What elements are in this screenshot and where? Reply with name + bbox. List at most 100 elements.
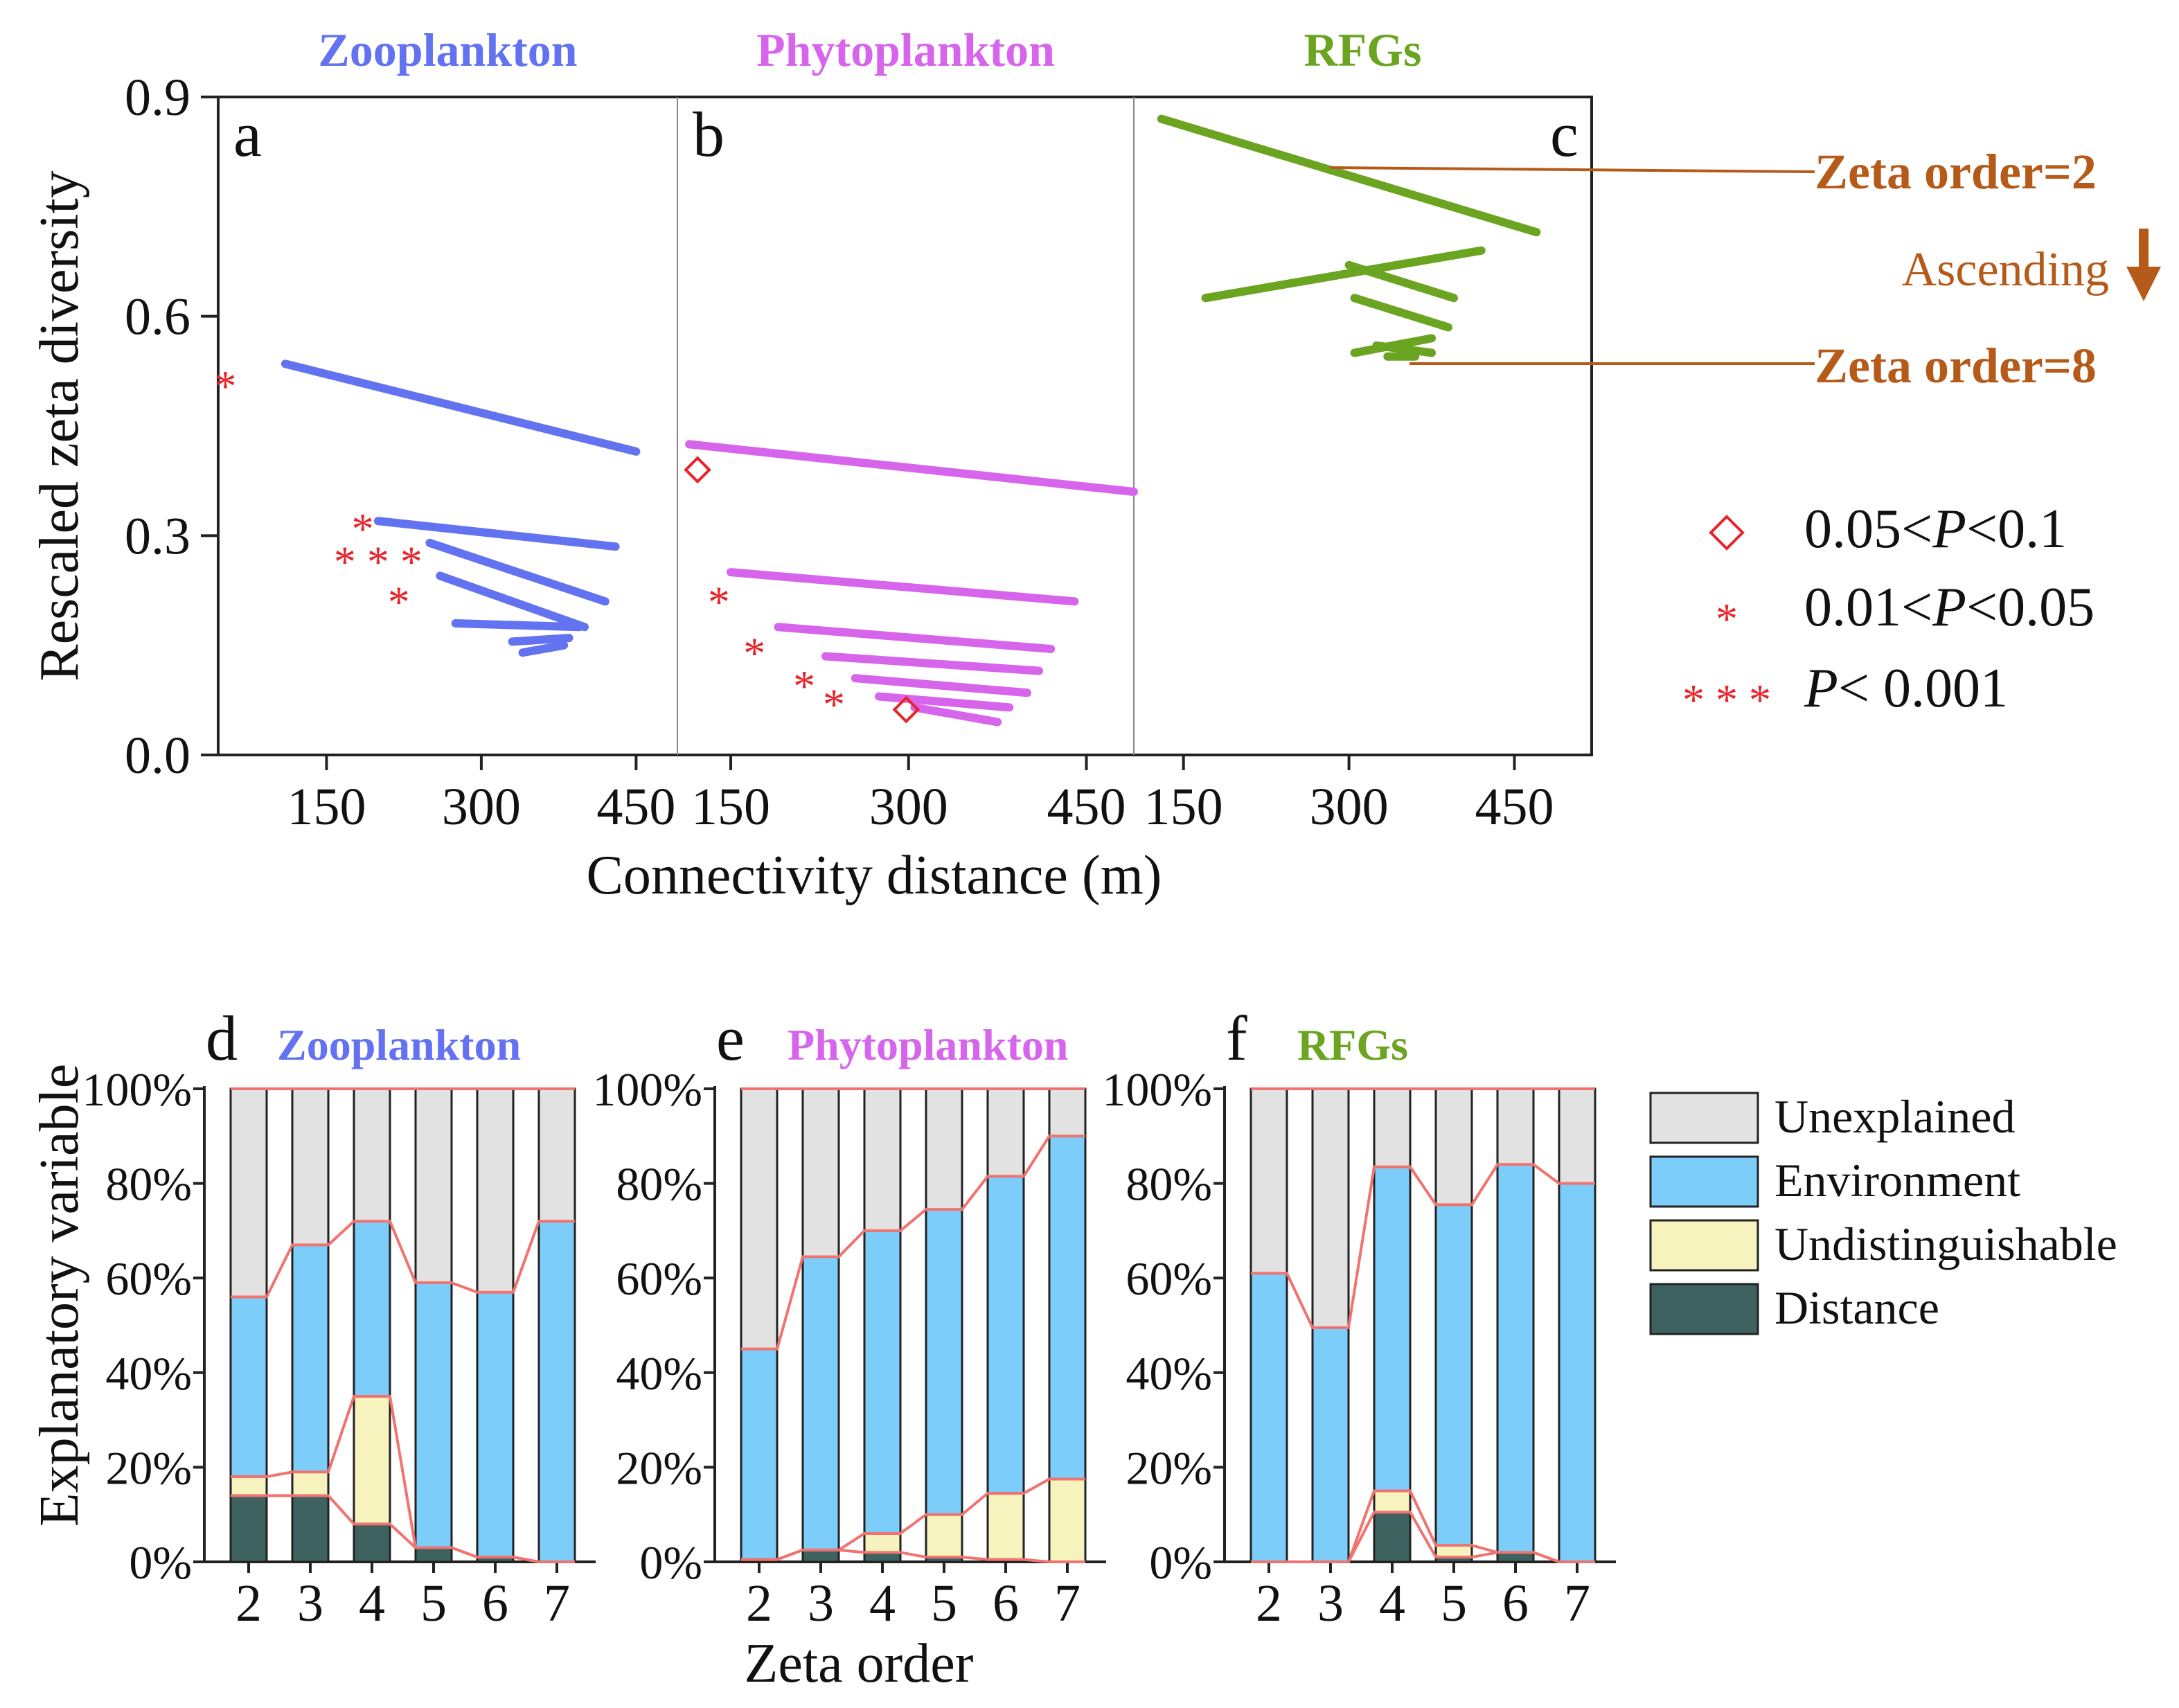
boundary-line-distance — [741, 1548, 1085, 1563]
bar-segment-unexplained — [801, 1087, 840, 1258]
bar-segment-undistinguishable — [925, 1513, 963, 1558]
series-line — [851, 674, 1031, 697]
y-tick-label: 0.3 — [125, 507, 190, 565]
boundary-line-undistinguishable — [741, 1477, 1085, 1561]
series-line — [281, 359, 641, 456]
panel-f: f RFGs 0% 20% 40% 60% 80% 100% 2 3 4 5 6 7 — [1102, 1003, 1616, 1633]
marker-asterisk: * — [352, 504, 374, 553]
panel-title-a: Zooplankton — [318, 24, 577, 76]
panel-letter-c: c — [1550, 99, 1578, 170]
bar-segment-unexplained — [353, 1087, 391, 1222]
bar-segment-unexplained — [925, 1087, 963, 1211]
marker-asterisk: * — [388, 578, 410, 627]
x-tick-label: 6 — [993, 1574, 1019, 1633]
panel-title-d: Zooplankton — [277, 1020, 521, 1069]
bar-segment-environment — [1048, 1135, 1087, 1480]
y-axis-title: Rescaled zeta diversity — [29, 170, 90, 681]
y-tick-label: 60% — [105, 1252, 192, 1305]
bar-segment-unexplained — [863, 1087, 902, 1232]
significance-legend: 0.05<P<0.1 * 0.01<P<0.05 * * * P< 0.001 — [1682, 499, 2094, 724]
x-axis-title: Zeta order — [745, 1633, 974, 1694]
legend-swatch-undistinguishable — [1649, 1219, 1759, 1272]
bar-segment-undistinguishable — [1373, 1490, 1412, 1513]
panel-d: d Zooplankton 0% 20% 40% 60% 80% 100% 2 3 4 5 6 7 — [82, 1003, 596, 1633]
marker-diamond — [892, 695, 920, 724]
bar-segment-environment — [1558, 1182, 1597, 1563]
series-line — [518, 641, 569, 657]
series-line — [425, 538, 610, 606]
x-tick-label: 5 — [1441, 1574, 1467, 1633]
panel-c: RFGs c 150 300 450 — [1144, 24, 1578, 836]
x-tick-label: 300 — [442, 778, 521, 836]
annotation-bottom-label: Zeta order=8 — [1815, 338, 2097, 393]
series-line — [1157, 114, 1541, 237]
panel-e: e Phytoplankton 0% 20% 40% 60% 80% 100% 2 3 4 5 6 7 — [592, 1003, 1106, 1633]
bar-segment-unexplained — [229, 1087, 268, 1299]
marker-asterisk: * — [743, 628, 765, 677]
boundary-line-undistinguishable — [1251, 1489, 1595, 1563]
x-tick-label: 450 — [1475, 778, 1554, 836]
bar-segment-unexplained — [476, 1087, 515, 1294]
bar-segment-environment — [353, 1220, 391, 1398]
arrow-down-icon — [2139, 229, 2149, 269]
series-line — [727, 568, 1079, 606]
bar-segment-undistinguishable — [353, 1395, 391, 1525]
bar-segment-unexplained — [1048, 1087, 1087, 1137]
y-tick-label: 20% — [105, 1441, 192, 1494]
bar-segment-distance — [1496, 1551, 1535, 1563]
marker-asterisk: * — [708, 578, 730, 627]
y-tick-label: 80% — [1126, 1158, 1212, 1211]
marker-diamond — [684, 456, 711, 484]
y-tick-label: 80% — [616, 1158, 702, 1211]
y-tick-label: 0.6 — [125, 288, 190, 346]
x-tick-label: 3 — [1317, 1574, 1344, 1633]
x-axis-title: Connectivity distance (m) — [587, 845, 1162, 906]
bar-segment-distance — [229, 1494, 268, 1563]
bar-segment-undistinguishable — [1048, 1477, 1087, 1563]
series-line — [451, 619, 584, 632]
marker-asterisk: * — [793, 661, 815, 711]
x-tick-label: 7 — [544, 1574, 570, 1633]
series-line — [685, 440, 1138, 496]
panel-letter-e: e — [716, 1003, 745, 1074]
bar-segment-environment — [740, 1348, 779, 1561]
legend-label: Distance — [1775, 1281, 1939, 1334]
panel-title-e: Phytoplankton — [788, 1020, 1068, 1069]
component-legend: Unexplained Environment Undistinguishable D… — [1649, 1090, 2117, 1335]
x-tick-label: 4 — [869, 1574, 896, 1633]
series-line — [436, 571, 589, 632]
bar-segment-environment — [476, 1291, 515, 1558]
legend-label: Unexplained — [1775, 1090, 2015, 1143]
x-tick-label: 5 — [931, 1574, 957, 1633]
bar-segment-distance — [863, 1551, 902, 1563]
bar-segment-distance — [291, 1494, 330, 1563]
y-tick-label: 0.9 — [125, 69, 190, 127]
legend-swatch-distance — [1649, 1283, 1759, 1335]
variance-partition-chart: Explanatory variable Zeta order d Zooplankt… — [29, 1003, 2117, 1694]
series-line — [1201, 246, 1486, 303]
bar-segment-unexplained — [1311, 1087, 1350, 1329]
bar-segment-environment — [1311, 1326, 1350, 1563]
bar-segment-unexplained — [1434, 1087, 1473, 1206]
panel-title-c: RFGs — [1304, 24, 1422, 76]
legend-label: P< 0.001 — [1804, 658, 2008, 719]
x-tick-label: 4 — [359, 1574, 385, 1633]
series-line — [774, 623, 1056, 653]
x-tick-label: 3 — [808, 1574, 834, 1633]
x-tick-label: 300 — [1310, 778, 1389, 836]
legend-diamond-icon — [1709, 515, 1745, 551]
bar-segment-environment — [414, 1281, 453, 1549]
bar-segment-environment — [863, 1229, 902, 1535]
y-tick-label: 40% — [1126, 1347, 1212, 1400]
boundary-line-environment — [741, 1135, 1085, 1351]
y-tick-label: 60% — [1126, 1252, 1212, 1305]
series-line — [373, 517, 620, 551]
bar-segment-undistinguishable — [229, 1475, 268, 1497]
y-axis-title: Explanatory variable — [29, 1064, 90, 1527]
bar-segment-unexplained — [740, 1087, 779, 1351]
series-line — [508, 634, 573, 646]
legend-swatch-environment — [1649, 1155, 1759, 1208]
panel-title-f: RFGs — [1297, 1020, 1408, 1069]
